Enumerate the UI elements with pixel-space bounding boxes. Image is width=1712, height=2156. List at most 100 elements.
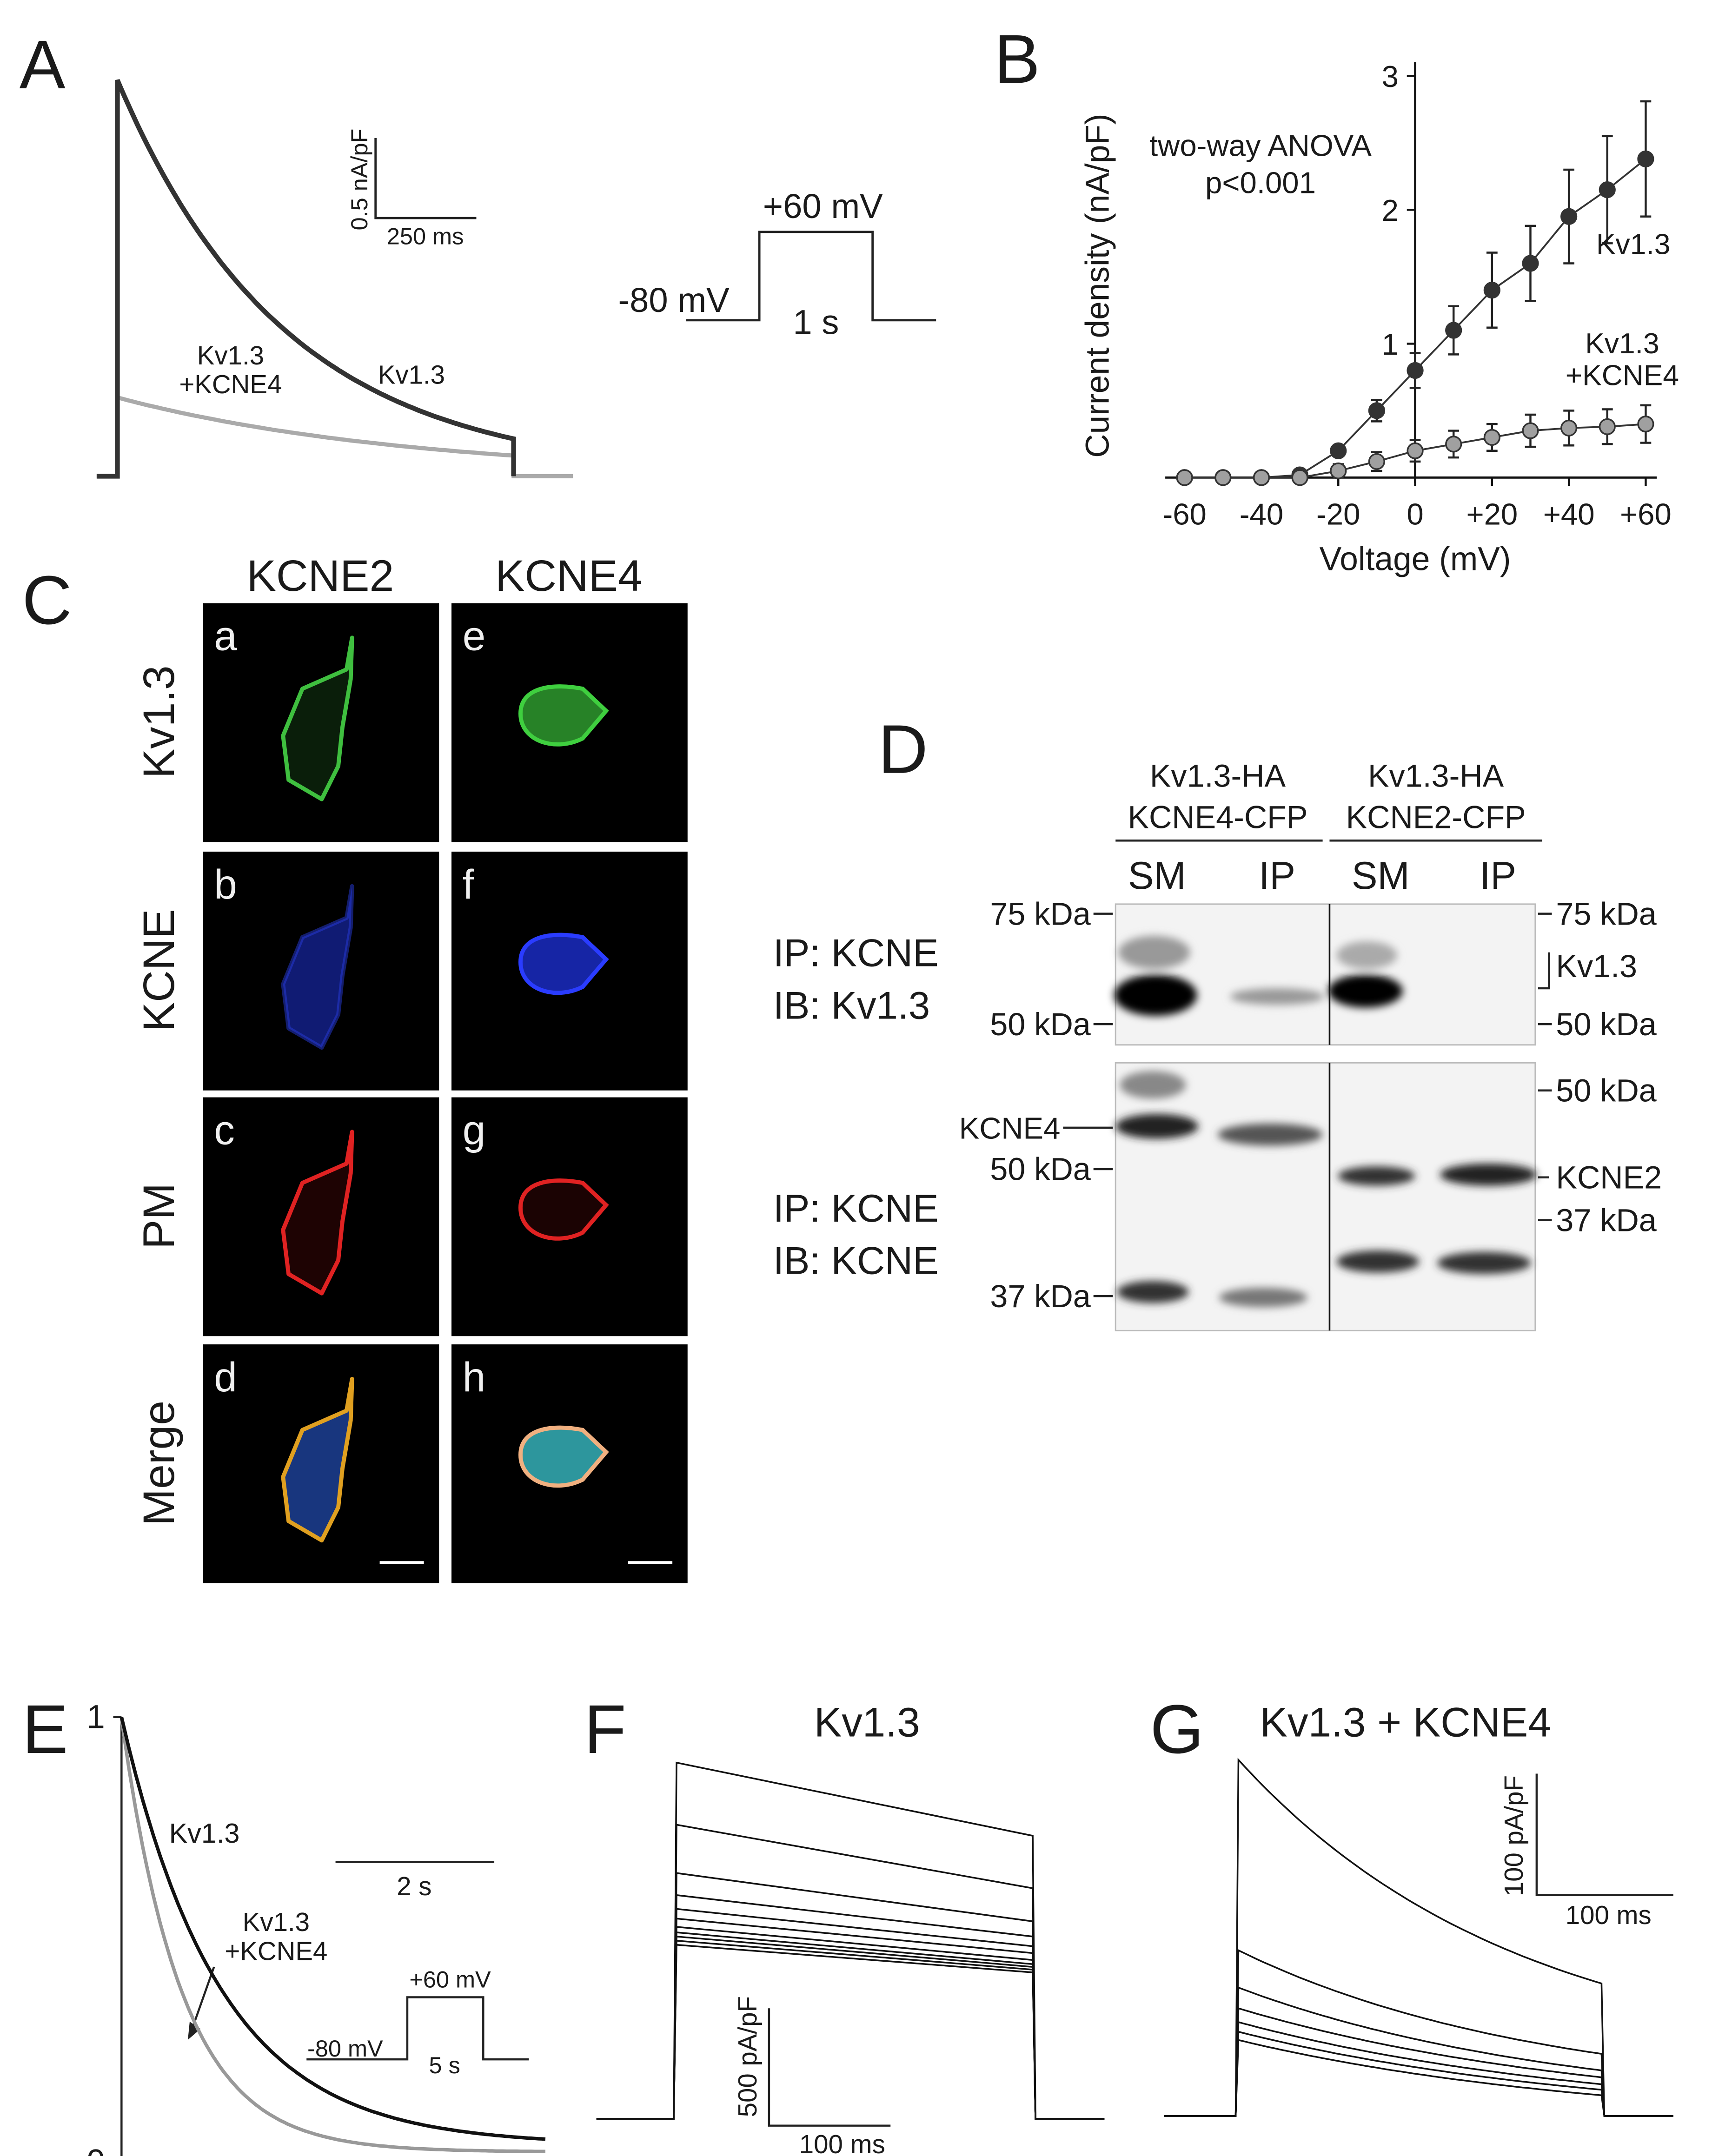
- protocol-label: 5 s: [429, 2052, 460, 2078]
- data-point: [1407, 362, 1424, 379]
- current-trace: [596, 1872, 1105, 2120]
- lane-label: SM: [1128, 854, 1186, 897]
- cell: [281, 1376, 354, 1543]
- current-trace: [1164, 1986, 1673, 2117]
- data-point: [1637, 150, 1654, 167]
- panel-letter: B: [994, 21, 1040, 98]
- image-letter: e: [463, 613, 486, 659]
- panel-letter: C: [22, 562, 72, 639]
- marker-label: 50 kDa: [990, 1007, 1090, 1042]
- series-label: Kv1.3: [1596, 229, 1671, 261]
- row-header: KCNE: [134, 909, 184, 1032]
- scale-bar: [374, 138, 477, 219]
- data-point: [1407, 442, 1424, 459]
- data-point: [1176, 469, 1193, 486]
- marker-label: 75 kDa: [1556, 896, 1656, 932]
- panel-letter: D: [878, 711, 928, 788]
- trace-label: Kv1.3: [378, 360, 445, 389]
- data-point: [1599, 418, 1616, 436]
- current-trace: [1164, 2039, 1673, 2117]
- current-trace: [1164, 1949, 1673, 2117]
- voltage-protocol: [686, 231, 936, 322]
- x-tick-label: -60: [1162, 497, 1206, 531]
- x-tick-label: -20: [1316, 497, 1360, 531]
- blot-label: IB: Kv1.3: [773, 984, 930, 1027]
- y-tick-label: 2: [1382, 193, 1399, 227]
- annotation: two-way ANOVA: [1149, 129, 1372, 163]
- x-tick-label: +20: [1466, 497, 1518, 531]
- current-trace: [1164, 2007, 1673, 2117]
- data-point: [1291, 469, 1308, 486]
- row-header: Merge: [134, 1401, 184, 1526]
- image-letter: d: [214, 1354, 237, 1400]
- data-point: [1637, 416, 1654, 433]
- data-point: [1253, 469, 1270, 486]
- scale-label: 2 s: [397, 1872, 431, 1901]
- marker-label: 37 kDa: [1556, 1203, 1656, 1238]
- data-point: [1368, 402, 1386, 419]
- series-label: Kv1.3 +KCNE4: [1565, 328, 1679, 393]
- cell: [518, 1178, 609, 1241]
- panel-title: Kv1.3 + KCNE4: [1260, 1699, 1551, 1745]
- panel-letter: F: [584, 1691, 626, 1768]
- panel-a: [374, 138, 936, 322]
- protocol-label: -80 mV: [618, 281, 730, 319]
- series-label: Kv1.3 +KCNE4: [1565, 328, 1679, 393]
- scale-label: 250 ms: [387, 223, 464, 250]
- y-tick-label: 3: [1382, 60, 1399, 93]
- panel-letter: E: [22, 1691, 68, 1768]
- cell: [281, 1130, 354, 1296]
- current-trace: [1164, 2021, 1673, 2117]
- data-point: [1522, 422, 1539, 439]
- trace-label: Kv1.3 +KCNE4: [179, 343, 282, 401]
- lane-label: IP: [1259, 854, 1295, 897]
- image-letter: b: [214, 861, 237, 907]
- scale-label: 100 pA/pF: [1499, 1775, 1528, 1896]
- current-trace: [1164, 2030, 1673, 2117]
- data-point: [1445, 436, 1462, 453]
- current-trace: [596, 1939, 1105, 2120]
- row-header: PM: [134, 1183, 184, 1250]
- current-trace: [596, 1761, 1105, 2120]
- scale-bar: [1535, 1773, 1673, 1897]
- scale-bar: [768, 2008, 891, 2127]
- column-header: KCNE4: [495, 551, 643, 601]
- trace-label: Kv1.3 +KCNE4: [225, 1909, 327, 1967]
- group-header: Kv1.3-HA: [1150, 758, 1286, 794]
- y-tick-label: 1: [1382, 327, 1399, 361]
- current-trace: [96, 395, 573, 478]
- band-label: KCNE4: [959, 1111, 1061, 1145]
- blot-label: IP: KCNE: [773, 1187, 939, 1230]
- cell: [281, 884, 354, 1050]
- axis-label: 1: [86, 1699, 105, 1736]
- data-point: [1522, 255, 1539, 272]
- protocol-label: +60 mV: [409, 1966, 491, 1993]
- data-point: [1560, 208, 1578, 225]
- data-point: [1599, 181, 1616, 198]
- lane-label: SM: [1352, 854, 1410, 897]
- marker-label: 50 kDa: [1556, 1007, 1656, 1042]
- annotation: p<0.001: [1205, 166, 1316, 200]
- trace-label: Kv1.3: [169, 1818, 240, 1849]
- cell: [518, 684, 609, 747]
- scale-label: 100 ms: [799, 2130, 885, 2156]
- current-trace: [1164, 1758, 1673, 2117]
- data-point: [1214, 469, 1232, 486]
- micrograph: [203, 1097, 439, 1336]
- data-point: [1330, 442, 1347, 459]
- data-point: [1483, 282, 1500, 299]
- protocol-label: -80 mV: [307, 2035, 383, 2062]
- current-trace: [596, 1944, 1105, 2120]
- marker-label: 37 kDa: [990, 1279, 1090, 1314]
- protocol-label: 1 s: [793, 303, 839, 342]
- scale-label: 0.5 nA/pF: [346, 129, 372, 231]
- blot: [1115, 903, 1536, 1046]
- blot: [1115, 1062, 1536, 1331]
- x-axis-label: Voltage (mV): [1320, 540, 1511, 577]
- axis-label: 0: [86, 2143, 105, 2156]
- cell: [518, 1425, 609, 1488]
- image-letter: c: [214, 1107, 235, 1153]
- current-trace: [596, 1894, 1105, 2120]
- x-tick-label: -40: [1240, 497, 1283, 531]
- data-point: [1560, 419, 1578, 436]
